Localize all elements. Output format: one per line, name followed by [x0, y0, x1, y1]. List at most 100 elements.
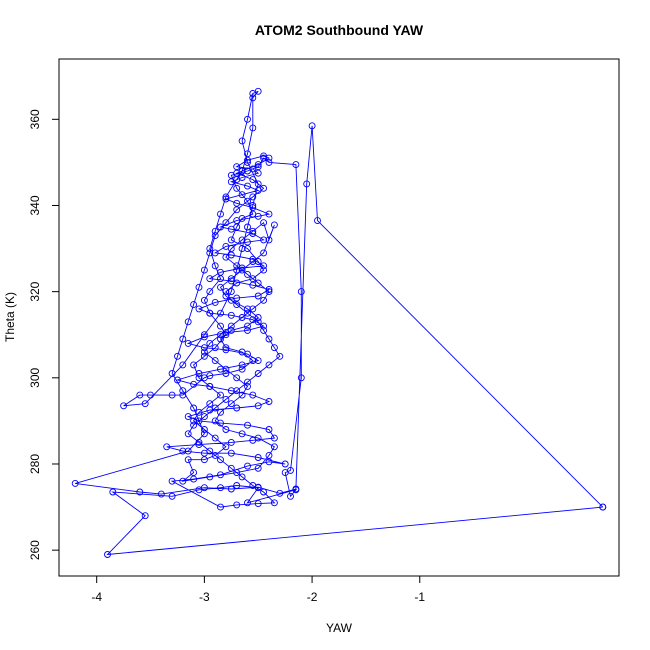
data-point [254, 161, 262, 169]
data-point [233, 199, 241, 207]
data-point [136, 488, 144, 496]
data-point [249, 202, 257, 209]
data-point [314, 217, 321, 225]
data-point [238, 266, 246, 274]
data-point [206, 245, 214, 253]
data-point [222, 195, 230, 203]
data-point [244, 309, 251, 317]
data-point [168, 492, 176, 500]
data-point [233, 374, 241, 382]
data-point [238, 391, 246, 399]
data-point [211, 232, 219, 240]
data-point [141, 512, 149, 520]
data-point [244, 197, 251, 205]
data-point [238, 137, 246, 145]
data-point [227, 438, 235, 446]
data-point [211, 344, 219, 352]
data-point [249, 165, 257, 173]
data-point [260, 488, 268, 496]
y-tick-label: 360 [28, 109, 42, 129]
data-point [249, 305, 257, 313]
data-point [227, 311, 235, 319]
data-point [265, 398, 273, 405]
data-point [195, 283, 203, 291]
data-point [249, 124, 257, 132]
data-point [244, 245, 251, 253]
data-point [195, 374, 203, 382]
x-axis-label: YAW [326, 621, 353, 635]
data-point [260, 236, 268, 244]
data-point [260, 219, 268, 227]
data-point [260, 184, 268, 192]
data-point [217, 408, 224, 416]
data-point [222, 193, 230, 201]
data-point [227, 449, 235, 457]
data-point [281, 460, 289, 468]
data-point [270, 499, 278, 507]
x-axis: -4 -3 -2 -1 [91, 576, 425, 604]
data-point [206, 309, 214, 317]
y-axis: 260 280 300 320 340 360 [28, 109, 59, 560]
data-point [260, 326, 268, 334]
data-point [265, 286, 273, 293]
data-point [174, 352, 181, 360]
data-point [200, 344, 208, 352]
data-point [244, 499, 251, 507]
y-tick-label: 300 [28, 367, 42, 387]
data-point [233, 169, 241, 177]
data-point [217, 335, 224, 343]
data-point [227, 387, 235, 395]
data-point [222, 242, 230, 250]
data-point [254, 464, 262, 472]
data-point [297, 374, 305, 382]
data-point [238, 264, 246, 272]
data-point [206, 473, 214, 481]
data-point [222, 365, 230, 373]
data-point [222, 219, 230, 227]
data-point [120, 402, 128, 410]
data-point [227, 225, 235, 233]
data-point [254, 500, 262, 508]
data-point [217, 309, 224, 317]
data-point [168, 477, 176, 485]
data-point [276, 489, 284, 497]
data-point [254, 370, 262, 377]
data-point [233, 294, 241, 302]
data-point [217, 268, 224, 276]
data-point [222, 346, 230, 354]
data-point [184, 413, 192, 421]
data-point [190, 301, 198, 309]
data-point [179, 361, 187, 369]
data-point [233, 501, 241, 509]
data-point [211, 298, 219, 306]
data-point [200, 456, 208, 464]
data-point [200, 449, 208, 457]
data-point [195, 441, 203, 449]
x-tick-label: -4 [91, 590, 102, 604]
data-point [195, 305, 203, 313]
data-point [190, 404, 198, 412]
data-point [249, 357, 257, 365]
data-point [211, 451, 219, 459]
data-point [254, 87, 262, 95]
data-point [308, 122, 316, 130]
y-tick-label: 320 [28, 281, 42, 301]
data-point [168, 391, 176, 399]
data-point [265, 426, 273, 433]
data-point [249, 316, 257, 324]
data-point [265, 158, 273, 166]
data-point [217, 223, 224, 231]
data-point [200, 374, 208, 382]
data-point [217, 484, 224, 492]
data-point [254, 357, 262, 365]
data-point [200, 348, 208, 356]
data-point [260, 249, 268, 257]
y-tick-label: 280 [28, 454, 42, 474]
data-point [184, 318, 192, 326]
y-tick-label: 260 [28, 540, 42, 560]
data-point [227, 322, 235, 330]
data-point [270, 221, 278, 229]
data-point [200, 426, 208, 433]
data-point [244, 462, 251, 470]
data-point [222, 329, 230, 337]
